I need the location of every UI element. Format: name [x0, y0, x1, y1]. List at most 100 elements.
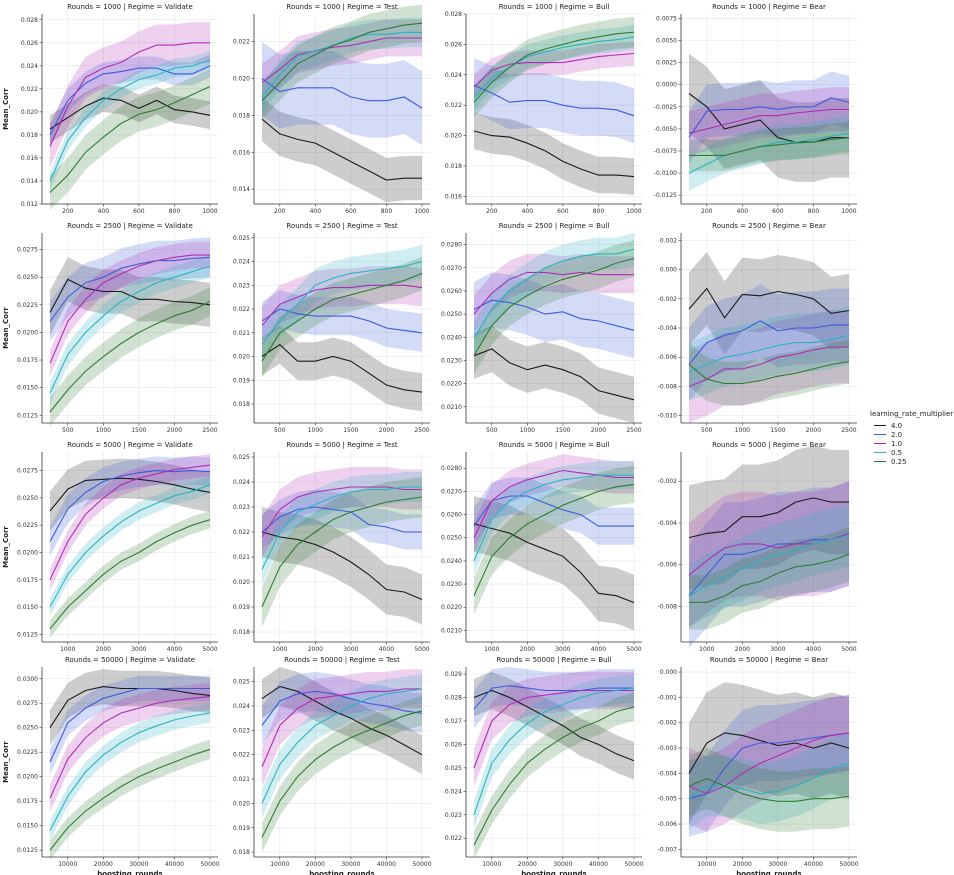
x-tick-label: 2500 — [841, 427, 856, 434]
series-line — [261, 688, 423, 804]
series-band — [262, 669, 422, 787]
y-tick-label: 0.021 — [233, 330, 250, 337]
y-tick-label: 0.0125 — [17, 412, 38, 419]
series-line — [473, 483, 635, 596]
y-tick-label: 0.019 — [233, 825, 250, 832]
subplot: 10000 20000 30000 40000 50000 -0.007 -0.006 -0.… — [658, 656, 859, 875]
y-tick-label: 0.0260 — [441, 512, 462, 519]
y-tick-label: 0.0250 — [17, 495, 38, 502]
y-axis-label: Mean_Corr — [2, 741, 10, 783]
series-band — [474, 112, 634, 195]
x-tick-label: 10000 — [58, 861, 77, 868]
subplot-title: Rounds = 2500 | Regime = Bear — [712, 222, 826, 230]
x-tick-label: 50000 — [412, 861, 431, 868]
y-tick-label: -0.0075 — [654, 148, 677, 155]
series-line — [688, 108, 849, 134]
y-tick-label: 0.0240 — [441, 334, 462, 341]
y-tick-label: 0.0220 — [441, 604, 462, 611]
x-tick-label: 1000 — [520, 427, 535, 434]
x-tick-label: 1000 — [484, 646, 499, 653]
x-tick-label: 2000 — [308, 646, 323, 653]
y-tick-label: 0.0240 — [441, 558, 462, 565]
x-axis-label: boosting_rounds — [521, 870, 586, 875]
series-line — [688, 320, 849, 365]
y-tick-label: 0.0230 — [441, 581, 462, 588]
y-tick-label: -0.005 — [658, 796, 678, 803]
y-tick-label: 0.0125 — [17, 631, 38, 638]
x-tick-label: 2500 — [202, 427, 217, 434]
series-line — [688, 334, 850, 373]
y-tick-label: 0.0125 — [17, 847, 38, 854]
x-tick-label: 1000 — [735, 427, 750, 434]
series-line — [49, 464, 211, 581]
y-tick-label: 0.020 — [445, 133, 462, 140]
y-tick-label: -0.002 — [658, 720, 678, 727]
series-line — [49, 301, 211, 413]
y-tick-label: 0.018 — [21, 132, 38, 139]
series-band — [262, 489, 422, 550]
series-band — [50, 22, 210, 168]
x-tick-label: 1500 — [555, 427, 570, 434]
series-line — [473, 689, 635, 762]
y-tick-label: 0.0175 — [17, 798, 38, 805]
x-tick-label: 400 — [98, 208, 110, 215]
y-tick-label: 0.021 — [233, 554, 250, 561]
x-tick-label: 3000 — [131, 646, 146, 653]
subplot-title: Rounds = 5000 | Regime = Bear — [712, 441, 826, 449]
y-tick-label: 0.024 — [233, 703, 250, 710]
y-tick-label: 0.027 — [445, 718, 462, 725]
series-line — [261, 688, 422, 768]
series-band — [262, 41, 422, 146]
y-tick-label: -0.003 — [658, 745, 678, 752]
x-axis-label: boosting_rounds — [97, 870, 162, 875]
x-tick-label: 30000 — [129, 861, 148, 868]
x-tick-label: 2000 — [96, 646, 111, 653]
x-tick-label: 200 — [62, 208, 74, 215]
legend-swatch — [874, 452, 886, 453]
y-axis-label: Mean_Corr — [2, 307, 10, 349]
legend-label: 2.0 — [891, 430, 903, 439]
series-band — [689, 682, 849, 825]
y-tick-label: 0.022 — [445, 835, 462, 842]
series-band — [689, 306, 849, 402]
x-tick-label: 1500 — [343, 427, 358, 434]
x-tick-label: 2000 — [735, 646, 750, 653]
y-tick-label: 0.025 — [233, 235, 250, 242]
series-line — [49, 686, 211, 728]
series-line — [261, 118, 422, 181]
series-band — [262, 325, 422, 412]
series-band — [474, 674, 634, 829]
subplot-title: Rounds = 50000 | Regime = Bear — [710, 656, 828, 664]
y-tick-label: 0.0275 — [17, 468, 38, 475]
y-tick-label: 0.0210 — [441, 404, 462, 411]
legend-item: 2.0 — [870, 430, 953, 439]
y-tick-label: -0.0050 — [654, 126, 677, 133]
series-band — [474, 461, 634, 575]
series-line — [473, 687, 635, 815]
series-line — [261, 506, 422, 533]
y-tick-label: 0.012 — [21, 201, 38, 208]
y-tick-label: -0.001 — [658, 694, 678, 701]
y-tick-label: 0.022 — [233, 306, 250, 313]
series-line — [49, 256, 211, 322]
series-band — [474, 667, 634, 728]
y-tick-label: 0.0260 — [441, 288, 462, 295]
y-tick-label: 0.0050 — [656, 38, 677, 45]
series-band — [50, 682, 210, 812]
subplot-title: Rounds = 50000 | Regime = Validate — [65, 656, 195, 664]
legend-item: 0.5 — [870, 448, 953, 457]
x-tick-label: 40000 — [377, 861, 396, 868]
series-line — [261, 272, 423, 362]
series-band — [689, 71, 849, 165]
x-tick-label: 4000 — [167, 646, 182, 653]
y-tick-label: 0.025 — [233, 454, 250, 461]
series-line — [688, 97, 850, 139]
y-tick-label: 0.0225 — [17, 302, 38, 309]
x-tick-label: 4000 — [379, 646, 394, 653]
x-tick-label: 30000 — [553, 861, 572, 868]
x-tick-label: 20000 — [306, 861, 325, 868]
x-tick-label: 800 — [169, 208, 181, 215]
series-line — [261, 308, 423, 334]
x-tick-label: 1000 — [96, 427, 111, 434]
series-band — [50, 511, 210, 638]
